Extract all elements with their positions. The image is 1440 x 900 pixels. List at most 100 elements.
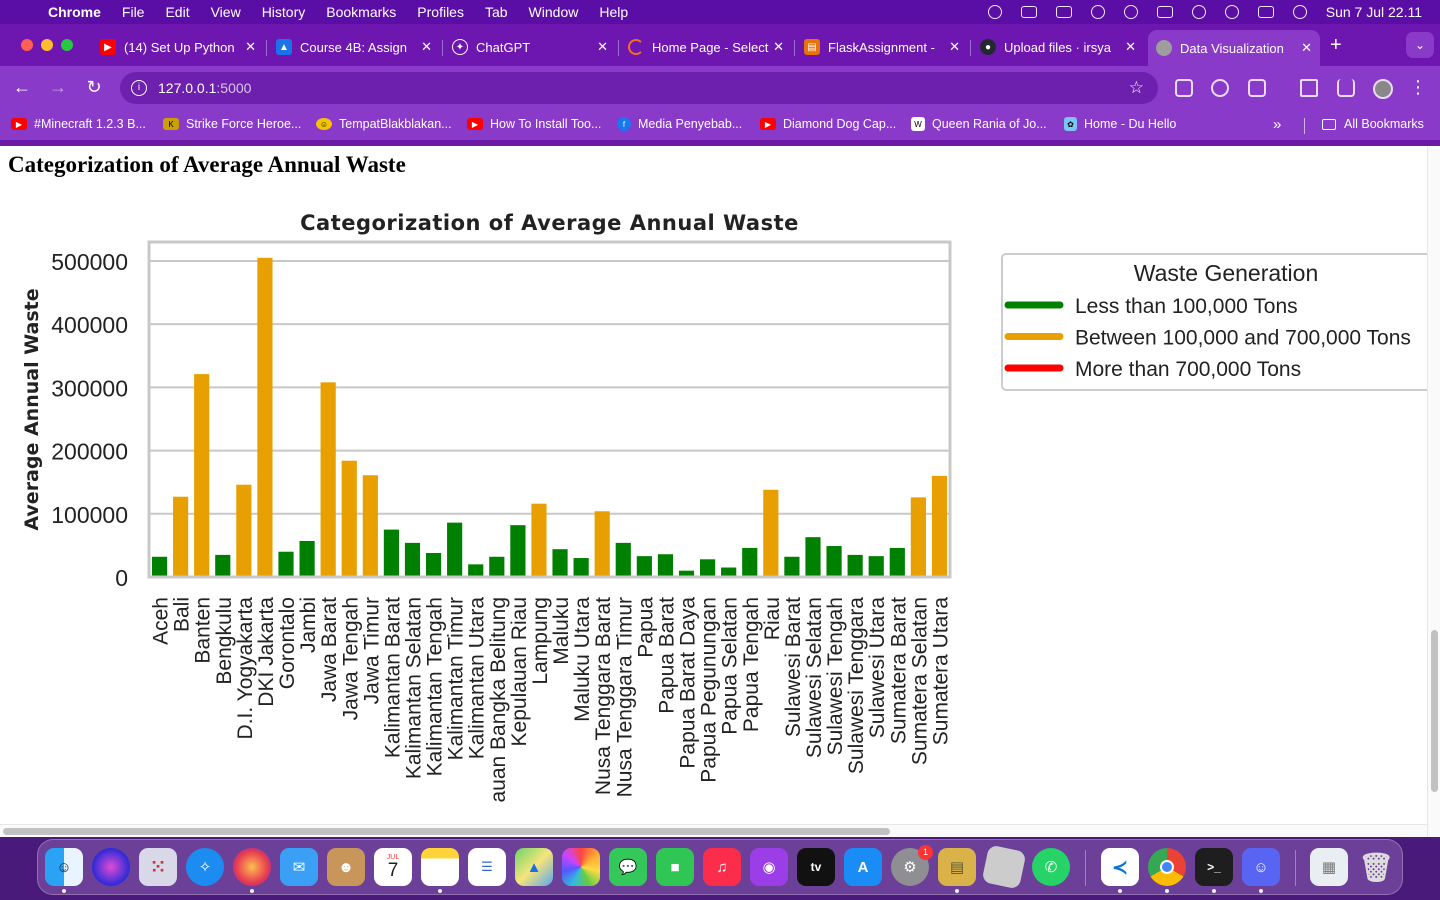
menu-app-name[interactable]: Chrome	[48, 4, 101, 20]
battery-icon[interactable]	[1156, 6, 1173, 18]
horizontal-scroll-thumb[interactable]	[3, 828, 890, 835]
bookmark-item[interactable]: ☺ TempatBlakblakan...	[316, 117, 452, 131]
siri-icon[interactable]	[1292, 5, 1307, 19]
bar	[510, 525, 526, 577]
menu-clock[interactable]: Sun 7 Jul 22.11	[1325, 4, 1422, 20]
menu-tab[interactable]: Tab	[484, 4, 508, 20]
tab-1[interactable]: ▲ Course 4B: Assign ✕	[268, 32, 440, 62]
close-tab-icon[interactable]: ✕	[773, 39, 784, 54]
download-icon[interactable]	[1337, 79, 1355, 97]
zoom-window-button[interactable]	[61, 39, 73, 51]
close-tab-icon[interactable]: ✕	[421, 39, 432, 54]
tab-4[interactable]: ▤ FlaskAssignment - ✕	[796, 32, 968, 62]
bookmark-item[interactable]: ▶ How To Install Too...	[467, 117, 601, 131]
app-store-icon[interactable]: A	[844, 848, 882, 886]
menu-history[interactable]: History	[261, 4, 306, 20]
bar	[910, 497, 926, 577]
close-tab-icon[interactable]: ✕	[245, 39, 256, 54]
spotlight-icon[interactable]	[1224, 5, 1239, 19]
bookmark-item[interactable]: K Strike Force Heroe...	[163, 117, 301, 131]
forward-arrow-icon[interactable]: →	[49, 77, 67, 97]
maps-icon[interactable]: ▲	[515, 848, 553, 886]
site-info-icon[interactable]: i	[131, 80, 147, 96]
screen-icon[interactable]	[1020, 6, 1037, 18]
bookmark-star-icon[interactable]: ☆	[1128, 78, 1144, 97]
close-tab-icon[interactable]: ✕	[1301, 40, 1312, 55]
firefox-icon[interactable]	[233, 848, 271, 886]
discord-icon[interactable]: ☺	[1242, 848, 1280, 886]
tab-2[interactable]: ✦ ChatGPT ✕	[444, 32, 616, 62]
calendar-icon[interactable]: JUL 7	[374, 848, 412, 886]
address-bar[interactable]: i 127.0.0.1:5000 ☆	[120, 72, 1158, 104]
facetime-icon[interactable]: ■	[656, 848, 694, 886]
bookmark-item[interactable]: ▶ Diamond Dog Cap...	[760, 117, 896, 131]
menu-view[interactable]: View	[210, 4, 241, 20]
menu-edit[interactable]: Edit	[165, 4, 190, 20]
tab-search-chevron-icon[interactable]: ⌄	[1406, 32, 1434, 58]
wifi-icon[interactable]	[1191, 5, 1206, 19]
close-tab-icon[interactable]: ✕	[597, 39, 608, 54]
podcasts-icon[interactable]: ◉	[750, 848, 788, 886]
menu-bookmarks[interactable]: Bookmarks	[326, 4, 397, 20]
cloud-icon[interactable]	[1055, 6, 1072, 18]
trash-icon[interactable]: 🗑	[1358, 851, 1394, 883]
bluetooth-icon[interactable]	[1123, 5, 1138, 19]
menu-file[interactable]: File	[121, 4, 145, 20]
plot-area	[149, 242, 950, 577]
bookmark-item[interactable]: W Queen Rania of Jo...	[911, 117, 1047, 131]
vertical-scroll-thumb[interactable]	[1431, 630, 1438, 792]
photos-icon[interactable]	[562, 848, 600, 886]
messages-icon[interactable]: 💬	[609, 848, 647, 886]
minimize-window-button[interactable]	[41, 39, 53, 51]
reload-icon[interactable]: ↻	[86, 77, 102, 97]
focus-icon[interactable]	[987, 5, 1002, 19]
media-controls-icon[interactable]	[1300, 79, 1318, 97]
vertical-scrollbar[interactable]	[1427, 146, 1440, 837]
tab-5[interactable]: ● Upload files · irsya ✕	[972, 32, 1144, 62]
bookmark-item[interactable]: ▶ #Minecraft 1.2.3 B...	[11, 117, 146, 131]
extension-icon[interactable]	[1175, 79, 1193, 97]
system-settings-icon[interactable]: ⚙ 1	[891, 845, 933, 886]
menu-help[interactable]: Help	[599, 4, 629, 20]
finder-icon[interactable]: ☺	[45, 848, 83, 886]
back-arrow-icon[interactable]: ←	[13, 77, 31, 97]
more-bookmarks-chevron-icon[interactable]: »	[1273, 116, 1282, 133]
puzzle-extensions-icon[interactable]	[1248, 79, 1266, 97]
reminders-icon[interactable]: ☰	[468, 848, 506, 886]
close-window-button[interactable]	[21, 39, 33, 51]
all-bookmarks-button[interactable]: All Bookmarks	[1322, 117, 1424, 131]
bar	[151, 556, 168, 577]
archive-utility-icon[interactable]: ▤	[938, 848, 976, 886]
menu-profiles[interactable]: Profiles	[417, 4, 464, 20]
whatsapp-icon[interactable]: ✆	[1032, 848, 1070, 886]
tab-3[interactable]: Home Page - Select ✕	[620, 32, 792, 62]
chrome-icon[interactable]	[1148, 848, 1186, 886]
roblox-icon[interactable]	[981, 844, 1027, 890]
notes-icon[interactable]	[421, 848, 459, 886]
close-tab-icon[interactable]: ✕	[949, 39, 960, 54]
music-icon[interactable]: ♫	[703, 848, 741, 886]
mail-icon[interactable]: ✉	[280, 848, 318, 886]
tab-6-active[interactable]: Data Visualization ✕	[1148, 30, 1320, 66]
launchpad-icon[interactable]: ⁙	[139, 848, 177, 886]
play-icon[interactable]	[1090, 5, 1105, 19]
horizontal-scrollbar[interactable]	[0, 824, 1427, 837]
new-tab-button[interactable]: +	[1330, 34, 1342, 56]
apple-tv-icon[interactable]: tv	[797, 848, 835, 886]
vscode-icon[interactable]: ≺	[1101, 848, 1139, 886]
contacts-icon[interactable]: ☻	[327, 848, 365, 886]
spiral-extension-icon[interactable]	[1211, 79, 1229, 97]
tab-0[interactable]: ▶ (14) Set Up Python ✕	[92, 32, 264, 62]
siri-icon[interactable]	[92, 848, 130, 886]
control-center-icon[interactable]	[1257, 6, 1274, 18]
close-tab-icon[interactable]: ✕	[1125, 39, 1136, 54]
bookmark-item[interactable]: ✿ Home - Du Hello	[1064, 117, 1176, 131]
profile-avatar[interactable]	[1373, 79, 1393, 99]
menu-window[interactable]: Window	[528, 4, 579, 20]
bookmark-item[interactable]: f Media Penyebab...	[617, 117, 742, 131]
more-menu-icon[interactable]: ⋮	[1409, 77, 1427, 97]
terminal-icon[interactable]: >_	[1195, 848, 1233, 886]
downloads-stack-icon[interactable]: ▦	[1310, 848, 1348, 886]
x-tick-label: Kalimantan Tengah	[424, 597, 447, 776]
safari-icon[interactable]: ✧	[186, 848, 224, 886]
